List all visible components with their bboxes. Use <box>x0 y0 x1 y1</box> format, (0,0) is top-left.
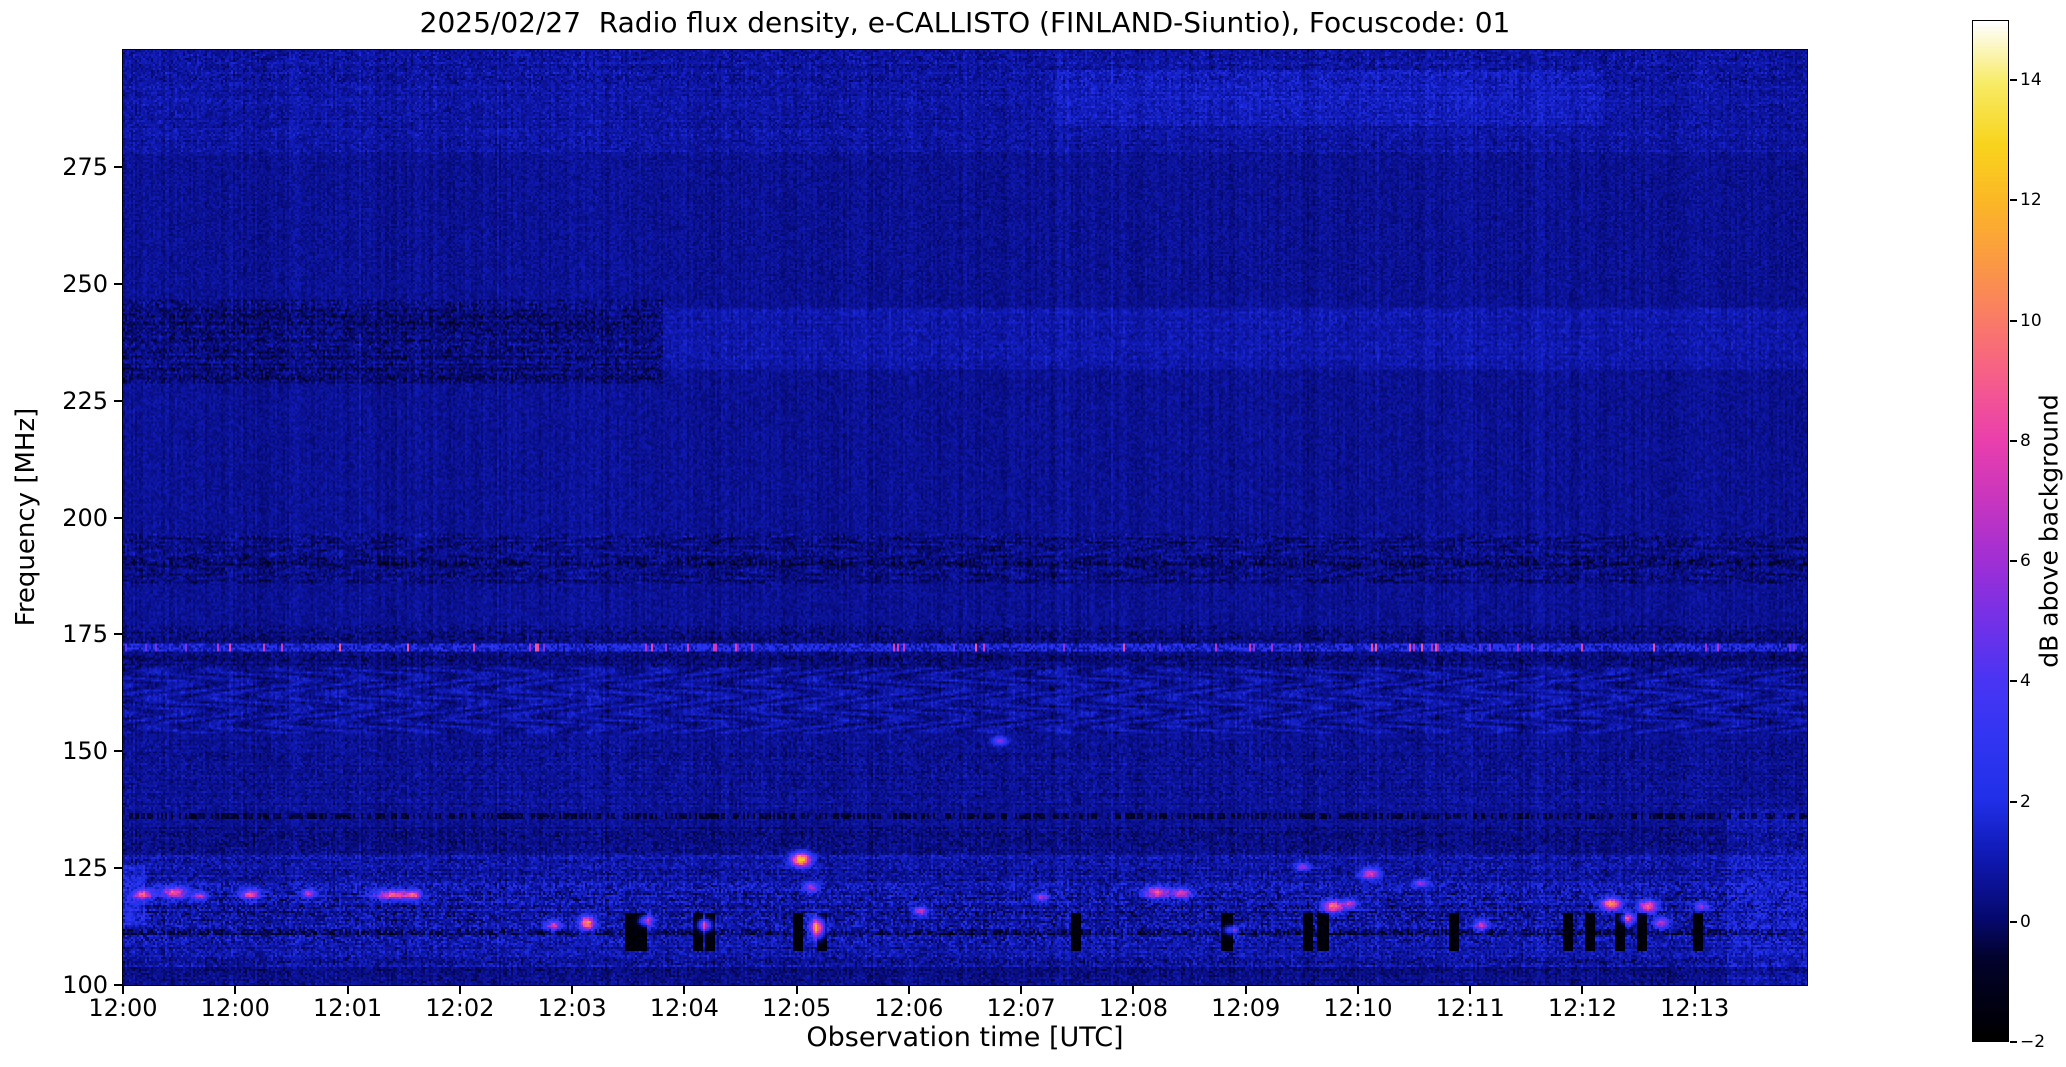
colorbar-tick-mark <box>2010 1041 2017 1043</box>
colorbar-tick-label: 10 <box>2020 310 2042 331</box>
y-tick-label: 250 <box>62 269 108 298</box>
y-tick-mark <box>114 282 122 285</box>
x-tick-mark <box>1020 986 1023 994</box>
y-tick-label: 125 <box>62 854 108 883</box>
colorbar-tick-label: −2 <box>2020 1032 2046 1052</box>
y-tick-mark <box>114 165 122 168</box>
colorbar-tick-mark <box>2010 439 2017 442</box>
x-tick-label: 12:04 <box>649 994 719 1022</box>
x-tick-label: 12:06 <box>874 994 944 1022</box>
colorbar-tick-mark <box>2010 560 2017 563</box>
colorbar-tick-label: 4 <box>2020 671 2031 692</box>
y-tick-mark <box>114 399 122 402</box>
x-tick-label: 12:07 <box>986 994 1056 1022</box>
chart-title: 2025/02/27 Radio flux density, e-CALLIST… <box>419 6 1511 39</box>
colorbar-tick-label: 2 <box>2020 791 2031 812</box>
x-tick-mark <box>1132 986 1135 994</box>
x-tick-mark <box>1693 986 1696 994</box>
x-tick-label: 12:00 <box>200 994 270 1022</box>
colorbar-tick-mark <box>2010 319 2017 322</box>
x-tick-mark <box>683 986 686 994</box>
colorbar-gradient-canvas <box>1973 21 2008 1041</box>
y-tick-label: 200 <box>62 503 108 532</box>
x-tick-label: 12:05 <box>762 994 832 1022</box>
y-tick-label: 150 <box>62 737 108 766</box>
spectrogram-plot-area <box>122 49 1808 986</box>
y-tick-mark <box>114 984 122 986</box>
x-tick-label: 12:11 <box>1435 994 1505 1022</box>
x-tick-label: 12:00 <box>88 994 158 1022</box>
colorbar-tick-label: 14 <box>2020 70 2042 91</box>
x-tick-mark <box>1244 986 1247 994</box>
colorbar-label: dB above background <box>2034 394 2064 668</box>
colorbar-tick-label: 12 <box>2020 190 2042 211</box>
x-axis-label: Observation time [UTC] <box>806 1022 1124 1053</box>
x-tick-mark <box>234 986 237 994</box>
colorbar-tick-mark <box>2010 680 2017 683</box>
colorbar-tick-label: 8 <box>2020 430 2031 451</box>
x-tick-label: 12:01 <box>312 994 383 1022</box>
colorbar-tick-mark <box>2010 920 2017 923</box>
x-tick-mark <box>907 986 910 994</box>
y-tick-label: 275 <box>62 152 108 181</box>
x-tick-mark <box>346 986 349 994</box>
x-tick-label: 12:13 <box>1660 994 1730 1022</box>
x-tick-mark <box>571 986 574 994</box>
y-tick-mark <box>114 516 122 519</box>
y-tick-mark <box>114 633 122 636</box>
spectrogram-canvas <box>123 50 1807 985</box>
x-tick-label: 12:09 <box>1211 994 1281 1022</box>
y-tick-mark <box>114 750 122 753</box>
colorbar-tick-mark <box>2010 199 2017 202</box>
colorbar <box>1972 20 2009 1042</box>
x-tick-label: 12:10 <box>1323 994 1393 1022</box>
x-tick-label: 12:08 <box>1098 994 1168 1022</box>
x-tick-mark <box>1356 986 1359 994</box>
colorbar-tick-mark <box>2010 800 2017 803</box>
x-tick-label: 12:03 <box>537 994 607 1022</box>
colorbar-tick-label: 6 <box>2020 551 2031 572</box>
x-tick-mark <box>1581 986 1584 994</box>
y-tick-mark <box>114 867 122 870</box>
x-tick-mark <box>795 986 798 994</box>
y-tick-label: 225 <box>62 386 108 415</box>
y-axis-label: Frequency [MHz] <box>11 407 41 627</box>
y-tick-label: 175 <box>62 620 108 649</box>
x-tick-label: 12:12 <box>1547 994 1618 1022</box>
x-tick-label: 12:02 <box>425 994 495 1022</box>
x-tick-mark <box>122 986 124 994</box>
y-tick-label: 100 <box>62 971 108 999</box>
colorbar-tick-label: 0 <box>2020 911 2031 932</box>
colorbar-tick-mark <box>2010 79 2017 82</box>
x-tick-mark <box>1469 986 1472 994</box>
x-tick-mark <box>458 986 461 994</box>
